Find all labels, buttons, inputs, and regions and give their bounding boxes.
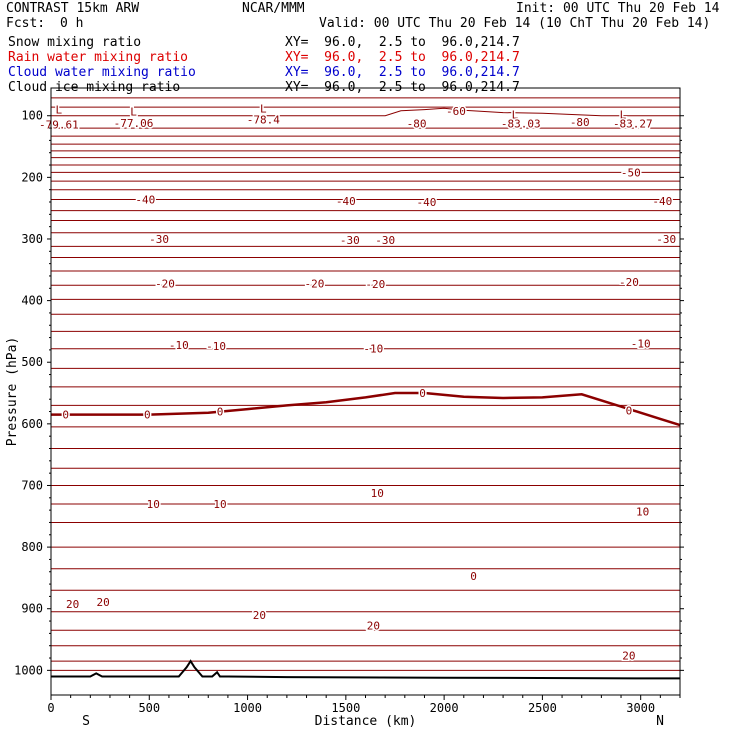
legend-xy-snow: XY= 96.0, 2.5 to 96.0,214.7 (285, 35, 520, 50)
y-tick-label: 100 (21, 109, 43, 123)
contour-label: L (512, 108, 519, 121)
contour-label: 10 (147, 498, 160, 511)
header-model: CONTRAST 15km ARW (6, 1, 140, 16)
contour-label: -40 (135, 194, 155, 207)
contour-label: L (620, 108, 627, 121)
contour-label: -10 (169, 339, 189, 352)
header-center: NCAR/MMM (242, 1, 305, 16)
contour-label: -20 (365, 278, 385, 291)
terrain-line-path (51, 659, 680, 680)
contour-label: -30 (656, 233, 676, 246)
contour-label: 20 (96, 596, 109, 609)
y-tick-label: 800 (21, 540, 43, 554)
contour-label: -60 (446, 105, 466, 118)
contour-label: -20 (155, 277, 175, 290)
contour-line (51, 107, 680, 117)
x-tick-label: 2000 (430, 701, 459, 715)
header-valid: Valid: 00 UTC Thu 20 Feb 14 (10 ChT Thu … (319, 16, 711, 31)
contour-label: 20 (253, 609, 266, 622)
contour-lines (51, 97, 680, 671)
contour-label: 0 (217, 406, 224, 419)
contour-label: 10 (371, 487, 384, 500)
legend-xy-rain: XY= 96.0, 2.5 to 96.0,214.7 (285, 50, 520, 65)
contour-label: L (56, 104, 63, 117)
contour-label: -40 (652, 195, 672, 208)
contour-label: -80 (407, 118, 427, 131)
contour-label: 0 (144, 409, 151, 422)
contour-label: 10 (213, 498, 226, 511)
y-tick-label: 600 (21, 417, 43, 431)
y-tick-label: 400 (21, 294, 43, 308)
y-tick-label: 900 (21, 602, 43, 616)
legend-label-rain: Rain water mixing ratio (8, 50, 189, 65)
contour-label: 0 (419, 387, 426, 400)
y-tick-label: 200 (21, 170, 43, 184)
x-tick-label: 500 (138, 701, 160, 715)
terrain-line (51, 659, 680, 680)
contour-label: -10 (206, 340, 226, 353)
header-fcst-label: Fcst: (6, 16, 46, 31)
header-init: Init: 00 UTC Thu 20 Feb 14 (516, 1, 720, 16)
plot-frame (50, 87, 681, 696)
contour-label: 10 (636, 505, 649, 518)
header-fcst-value: 0 h (60, 16, 84, 31)
contour-label: 20 (66, 598, 79, 611)
x-tick-label: 1000 (233, 701, 262, 715)
x-axis-label: Distance (km) (315, 714, 417, 729)
x-end-label-south: S (82, 714, 90, 729)
y-axis-label: Pressure (hPa) (5, 337, 20, 447)
contour-label: -79.61 (39, 118, 79, 131)
x-tick-label: 3000 (626, 701, 655, 715)
contour-label: -78.4 (247, 113, 280, 126)
contour-label: -20 (619, 276, 639, 289)
contour-label: -40 (336, 195, 356, 208)
contour-label: -83.03 (501, 118, 541, 131)
contour-label: -10 (363, 343, 383, 356)
contour-label: L (260, 102, 267, 115)
x-tick-label: 2500 (528, 701, 557, 715)
contour-label: 20 (367, 619, 380, 632)
contour-label: 0 (470, 570, 477, 583)
contour-label: -30 (149, 233, 169, 246)
y-tick-label: 500 (21, 355, 43, 369)
contour-label: -83.27 (613, 118, 653, 131)
legend-label-cloud-water: Cloud water mixing ratio (8, 65, 196, 80)
legend-xy-cloud-water: XY= 96.0, 2.5 to 96.0,214.7 (285, 65, 520, 80)
contour-label: -30 (375, 234, 395, 247)
legend-label-snow: Snow mixing ratio (8, 35, 142, 50)
contour-label: -10 (631, 338, 651, 351)
x-end-label-north: N (656, 714, 664, 729)
contour-label: 20 (622, 650, 635, 663)
x-tick-label: 1500 (331, 701, 360, 715)
contour-label: L (130, 105, 137, 118)
x-tick-label: 0 (47, 701, 54, 715)
y-tick-label: 1000 (14, 663, 43, 677)
contour-label: 0 (626, 404, 633, 417)
contour-labels: L-79.61L-77.06L-78.4-60-80L-83.03 -80L-83… (37, 101, 677, 664)
contour-label: -30 (340, 234, 360, 247)
contour-label: -77.06 (114, 117, 154, 130)
y-tick-label: 700 (21, 478, 43, 492)
contour-label: -40 (416, 196, 436, 209)
freezing-level (51, 391, 681, 427)
contour-label: 0 (62, 409, 69, 422)
contour-label: -50 (621, 166, 641, 179)
contour-label: -80 (570, 116, 590, 129)
contour-label: -20 (304, 277, 324, 290)
y-tick-label: 300 (21, 232, 43, 246)
freezing-level-line (51, 391, 681, 427)
